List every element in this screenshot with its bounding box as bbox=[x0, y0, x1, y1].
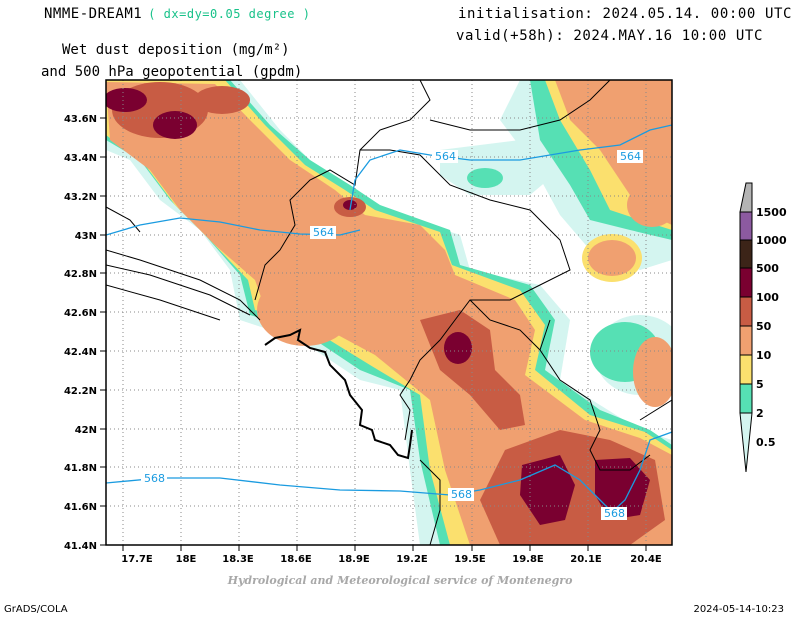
lat-tick-label: 43.2N bbox=[64, 192, 97, 203]
lon-tick-label: 19.5E bbox=[454, 554, 486, 565]
colorbar-swatch bbox=[739, 182, 753, 213]
lat-lon-grid bbox=[106, 80, 672, 545]
colorbar-swatch bbox=[739, 383, 753, 414]
lat-tick-label: 42.4N bbox=[64, 347, 97, 358]
colorbar-label: 5 bbox=[756, 378, 764, 391]
colorbar-swatch bbox=[739, 354, 753, 385]
lon-tick-label: 20.1E bbox=[570, 554, 602, 565]
colorbar-label: 1500 bbox=[756, 206, 787, 219]
colorbar-swatch bbox=[739, 296, 753, 327]
lon-tick-label: 19.8E bbox=[512, 554, 544, 565]
lon-tick-label: 18.6E bbox=[280, 554, 312, 565]
lat-tick-label: 42.8N bbox=[64, 269, 97, 280]
lon-tick-label: 18E bbox=[176, 554, 197, 565]
colorbar-label: 0.5 bbox=[756, 436, 776, 449]
latitude-axis: 43.6N 43.4N 43.2N 43N 42.8N 42.6N 42.4N … bbox=[64, 114, 106, 552]
colorbar-label: 500 bbox=[756, 262, 779, 275]
contour-label-564-west: 564 bbox=[313, 226, 334, 239]
colorbar-label: 100 bbox=[756, 291, 779, 304]
lat-tick-label: 41.8N bbox=[64, 463, 97, 474]
lat-tick-label: 42.2N bbox=[64, 386, 97, 397]
lon-tick-label: 18.3E bbox=[222, 554, 254, 565]
contour-labels: 564 564 564 568 568 568 bbox=[141, 150, 643, 520]
generation-timestamp: 2024-05-14-10:23 bbox=[693, 604, 784, 615]
lat-tick-label: 43N bbox=[75, 231, 97, 242]
lon-tick-label: 19.2E bbox=[396, 554, 428, 565]
lat-tick-label: 42.6N bbox=[64, 308, 97, 319]
colorbar-label: 2 bbox=[756, 407, 764, 420]
contour-label-564-centre: 564 bbox=[435, 150, 456, 163]
colorbar-swatch bbox=[739, 412, 753, 473]
colorbar-label: 10 bbox=[756, 349, 772, 362]
contour-label-568-centre: 568 bbox=[451, 488, 472, 501]
resolution-note: ( dx=dy=0.05 degree ) bbox=[148, 7, 311, 21]
lat-tick-label: 42N bbox=[75, 425, 97, 436]
colorbar-label: 50 bbox=[756, 320, 772, 333]
lon-tick-label: 17.7E bbox=[121, 554, 153, 565]
country-borders bbox=[106, 80, 672, 545]
valid-time: valid(+58h): 2024.MAY.16 10:00 UTC bbox=[456, 28, 763, 44]
software-label: GrADS/COLA bbox=[4, 604, 68, 615]
contour-label-564-east: 564 bbox=[620, 150, 641, 163]
credit-line: Hydrological and Meteorological service … bbox=[227, 574, 573, 587]
initialisation-time: initialisation: 2024.05.14. 00:00 UTC bbox=[458, 6, 793, 22]
lon-tick-label: 18.9E bbox=[338, 554, 370, 565]
model-title: NMME-DREAM1 ( dx=dy=0.05 degree ) bbox=[44, 6, 310, 22]
lat-tick-label: 41.6N bbox=[64, 502, 97, 513]
lat-tick-label: 41.4N bbox=[64, 541, 97, 552]
contour-label-568-west: 568 bbox=[144, 472, 165, 485]
lon-tick-label: 20.4E bbox=[630, 554, 662, 565]
field-title-line2: and 500 hPa geopotential (gpdm) bbox=[41, 64, 303, 80]
longitude-axis: 17.7E 18E 18.3E 18.6E 18.9E 19.2E 19.5E … bbox=[121, 545, 662, 565]
colorbar-swatch bbox=[739, 325, 753, 356]
contour-label-568-east: 568 bbox=[604, 507, 625, 520]
colorbar-swatch bbox=[739, 239, 753, 269]
coastline bbox=[264, 328, 413, 460]
colorbar-swatch bbox=[739, 211, 753, 241]
field-title-line1: Wet dust deposition (mg/m²) bbox=[62, 42, 290, 58]
colorbar: 0.5 2 5 10 50 100 500 1000 1500 bbox=[739, 182, 787, 473]
lat-tick-label: 43.4N bbox=[64, 153, 97, 164]
colorbar-swatch bbox=[739, 267, 753, 298]
model-name: NMME-DREAM1 bbox=[44, 6, 143, 22]
lat-tick-label: 43.6N bbox=[64, 114, 97, 125]
colorbar-label: 1000 bbox=[756, 234, 787, 247]
